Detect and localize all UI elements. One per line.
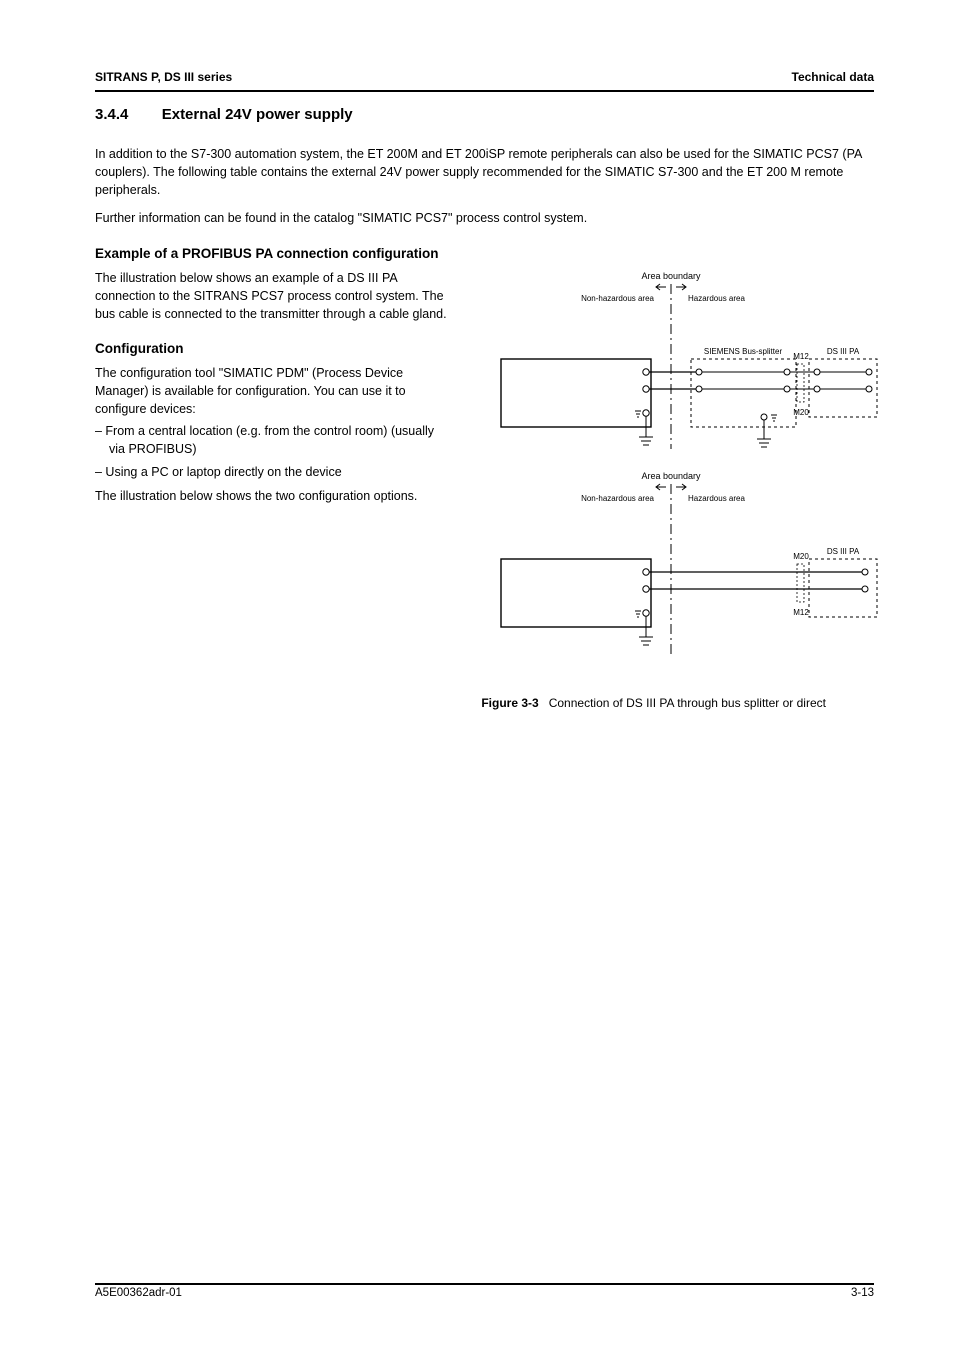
m-label-bot-b: M12	[794, 608, 810, 617]
config-item-2: – Using a PC or laptop directly on the d…	[95, 463, 453, 481]
splitter-label: SIEMENS Bus-splitter	[704, 347, 783, 356]
haz-label-upper: Hazardous area	[688, 294, 745, 303]
nonhaz-label-lower: Non-hazardous area	[581, 494, 654, 503]
config-heading: Configuration	[95, 341, 453, 356]
example-heading: Example of a PROFIBUS PA connection conf…	[95, 246, 874, 261]
header-left: SITRANS P, DS III series	[95, 70, 232, 84]
config-intro: The configuration tool "SIMATIC PDM" (Pr…	[95, 364, 453, 418]
ds-label-lower: DS III PA	[827, 547, 860, 556]
example-text: The illustration below shows an example …	[95, 269, 453, 323]
foot5e-left: A5E00362adr-01	[95, 1287, 182, 1299]
header-right: Technical data	[792, 70, 874, 84]
section-title: 3.4.4 External 24V power supply	[95, 106, 874, 123]
intro-paragraph-1: In addition to the S7-300 automation sys…	[95, 145, 874, 199]
header-rule	[95, 90, 874, 92]
figure-3-3-diagram: Area boundary Non-hazardous area Hazardo…	[481, 269, 901, 689]
boundary-label-upper: Area boundary	[642, 271, 702, 281]
boundary-label-lower: Area boundary	[642, 471, 702, 481]
intro-paragraph-2: Further information can be found in the …	[95, 209, 874, 227]
nonhaz-label-upper: Non-hazardous area	[581, 294, 654, 303]
m-label-top-a: M12	[794, 352, 810, 361]
ds-label-upper: DS III PA	[827, 347, 860, 356]
m-label-bot-a: M20	[794, 552, 810, 561]
haz-label-lower: Hazardous area	[688, 494, 745, 503]
m-label-top-b: M20	[794, 408, 810, 417]
footer-right: 3-13	[851, 1287, 874, 1299]
config-item-1: – From a central location (e.g. from the…	[95, 422, 453, 458]
figure-3-3-caption: Figure 3-3 Connection of DS III PA throu…	[481, 695, 901, 712]
config-outro: The illustration below shows the two con…	[95, 487, 453, 505]
